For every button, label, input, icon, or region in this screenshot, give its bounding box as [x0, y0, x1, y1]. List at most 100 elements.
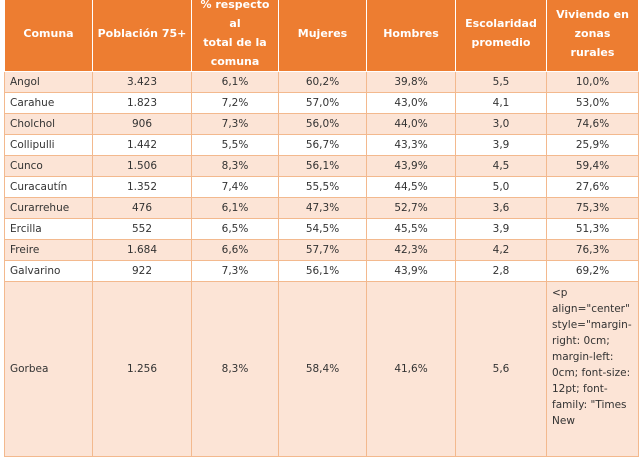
header-text: % respecto al — [200, 0, 270, 30]
cell-rural: 74,6% — [546, 113, 639, 135]
cell-mujeres: 56,0% — [278, 113, 367, 135]
cell-rural: 59,4% — [546, 155, 639, 177]
table-header: Comuna Población 75+ % respecto al total de… — [4, 0, 639, 72]
cell-porcentaje: 7,3% — [191, 260, 279, 282]
cell-rural: 27,6% — [546, 176, 639, 198]
header-text: comuna — [210, 55, 260, 68]
cell-porcentaje: 6,1% — [191, 197, 279, 219]
header-rural: Viviendo en zonas rurales — [546, 0, 639, 72]
table-row: Cunco 1.506 8,3% 56,1% 43,9% 4,5 59,4% — [4, 155, 639, 177]
header-escolaridad: Escolaridad promedio — [455, 0, 547, 72]
cell-comuna: Angol — [4, 71, 93, 93]
table-row: Carahue 1.823 7,2% 57,0% 43,0% 4,1 53,0% — [4, 92, 639, 114]
cell-porcentaje: 6,5% — [191, 218, 279, 240]
cell-mujeres: 56,1% — [278, 155, 367, 177]
cell-porcentaje: 7,4% — [191, 176, 279, 198]
header-poblacion: Población 75+ — [92, 0, 192, 72]
header-text: Viviendo en — [556, 7, 629, 21]
cell-hombres: 43,9% — [366, 155, 456, 177]
header-text: promedio — [471, 36, 531, 49]
cell-hombres: 45,5% — [366, 218, 456, 240]
header-text: Población 75+ — [97, 26, 187, 40]
cell-escolaridad: 3,9 — [455, 218, 547, 240]
table-row: Ercilla 552 6,5% 54,5% 45,5% 3,9 51,3% — [4, 218, 639, 240]
cell-hombres: 43,9% — [366, 260, 456, 282]
header-row: Comuna Población 75+ % respecto al total de… — [4, 0, 639, 72]
cell-comuna: Collipulli — [4, 134, 93, 156]
header-text: Comuna — [23, 26, 74, 40]
cell-mujeres: 58,4% — [278, 281, 367, 457]
cell-escolaridad: 4,2 — [455, 239, 547, 261]
cell-hombres: 39,8% — [366, 71, 456, 93]
cell-mujeres: 55,5% — [278, 176, 367, 198]
cell-rural: 53,0% — [546, 92, 639, 114]
table-row: Freire 1.684 6,6% 57,7% 42,3% 4,2 76,3% — [4, 239, 639, 261]
cell-poblacion: 3.423 — [92, 71, 192, 93]
cell-rural: 10,0% — [546, 71, 639, 93]
cell-comuna: Cunco — [4, 155, 93, 177]
cell-hombres: 43,0% — [366, 92, 456, 114]
table-row: Curarrehue 476 6,1% 47,3% 52,7% 3,6 75,3% — [4, 197, 639, 219]
header-hombres: Hombres — [366, 0, 456, 72]
cell-rural: 76,3% — [546, 239, 639, 261]
table-row: Collipulli 1.442 5,5% 56,7% 43,3% 3,9 25,9% — [4, 134, 639, 156]
cell-hombres: 43,3% — [366, 134, 456, 156]
header-porcentaje: % respecto al total de la comuna — [191, 0, 279, 72]
cell-mujeres: 60,2% — [278, 71, 367, 93]
cell-rural: 51,3% — [546, 218, 639, 240]
cell-comuna: Gorbea — [4, 281, 93, 457]
cell-mujeres: 57,0% — [278, 92, 367, 114]
cell-poblacion: 1.823 — [92, 92, 192, 114]
cell-porcentaje: 5,5% — [191, 134, 279, 156]
cell-escolaridad: 3,6 — [455, 197, 547, 219]
cell-escolaridad: 5,5 — [455, 71, 547, 93]
cell-comuna: Ercilla — [4, 218, 93, 240]
cell-comuna: Freire — [4, 239, 93, 261]
cell-comuna: Curarrehue — [4, 197, 93, 219]
cell-escolaridad: 5,0 — [455, 176, 547, 198]
cell-poblacion: 922 — [92, 260, 192, 282]
cell-porcentaje: 7,3% — [191, 113, 279, 135]
cell-poblacion: 1.684 — [92, 239, 192, 261]
cell-poblacion: 906 — [92, 113, 192, 135]
cell-escolaridad: 3,0 — [455, 113, 547, 135]
cell-poblacion: 1.256 — [92, 281, 192, 457]
table-body: Angol 3.423 6,1% 60,2% 39,8% 5,5 10,0% Carahue 1… — [4, 71, 639, 457]
cell-hombres: 52,7% — [366, 197, 456, 219]
header-text: total de la — [203, 36, 267, 49]
cell-poblacion: 1.506 — [92, 155, 192, 177]
cell-poblacion: 476 — [92, 197, 192, 219]
cell-escolaridad: 4,5 — [455, 155, 547, 177]
cell-escolaridad: 3,9 — [455, 134, 547, 156]
header-text: zonas rurales — [570, 26, 615, 59]
cell-escolaridad: 5,6 — [455, 281, 547, 457]
cell-porcentaje: 7,2% — [191, 92, 279, 114]
cell-poblacion: 1.442 — [92, 134, 192, 156]
table-row: Cholchol 906 7,3% 56,0% 44,0% 3,0 74,6% — [4, 113, 639, 135]
table-row: Galvarino 922 7,3% 56,1% 43,9% 2,8 69,2% — [4, 260, 639, 282]
cell-escolaridad: 4,1 — [455, 92, 547, 114]
cell-comuna: Cholchol — [4, 113, 93, 135]
cell-comuna: Curacautín — [4, 176, 93, 198]
header-comuna: Comuna — [4, 0, 93, 72]
cell-porcentaje: 6,1% — [191, 71, 279, 93]
cell-poblacion: 1.352 — [92, 176, 192, 198]
table-row: Angol 3.423 6,1% 60,2% 39,8% 5,5 10,0% — [4, 71, 639, 93]
cell-mujeres: 57,7% — [278, 239, 367, 261]
header-text: Mujeres — [297, 26, 348, 40]
cell-rural: <p align="center" style="margin-right: 0… — [546, 281, 639, 457]
header-mujeres: Mujeres — [278, 0, 367, 72]
cell-rural: 69,2% — [546, 260, 639, 282]
table-row: Curacautín 1.352 7,4% 55,5% 44,5% 5,0 27,6% — [4, 176, 639, 198]
table-row: Gorbea 1.256 8,3% 58,4% 41,6% 5,6 <p align="ce… — [4, 281, 639, 457]
cell-hombres: 44,5% — [366, 176, 456, 198]
cell-hombres: 42,3% — [366, 239, 456, 261]
cell-porcentaje: 6,6% — [191, 239, 279, 261]
cell-rural: 25,9% — [546, 134, 639, 156]
cell-comuna: Galvarino — [4, 260, 93, 282]
cell-hombres: 44,0% — [366, 113, 456, 135]
cell-poblacion: 552 — [92, 218, 192, 240]
cell-mujeres: 47,3% — [278, 197, 367, 219]
cell-porcentaje: 8,3% — [191, 281, 279, 457]
comunas-table: Comuna Población 75+ % respecto al total de… — [4, 0, 639, 457]
